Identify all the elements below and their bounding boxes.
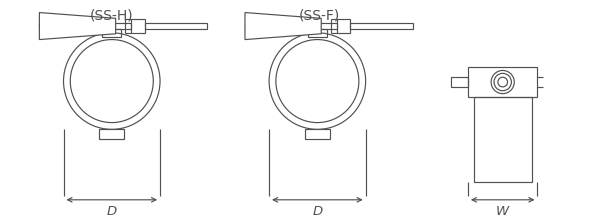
- Polygon shape: [245, 12, 321, 40]
- Bar: [245, 23, 337, 29]
- Bar: [305, 129, 330, 139]
- Bar: [40, 23, 131, 29]
- Bar: [99, 129, 124, 139]
- Text: (SS-H): (SS-H): [90, 9, 134, 23]
- Bar: [474, 97, 532, 182]
- Polygon shape: [40, 12, 116, 40]
- Text: D: D: [312, 205, 322, 218]
- Text: W: W: [496, 205, 509, 218]
- Bar: [350, 23, 413, 29]
- Bar: [131, 19, 145, 33]
- Bar: [102, 29, 121, 37]
- Bar: [337, 19, 350, 33]
- Bar: [451, 77, 468, 87]
- Text: D: D: [107, 205, 117, 218]
- Bar: [308, 29, 327, 37]
- Bar: [145, 23, 208, 29]
- Bar: [468, 67, 538, 97]
- Text: (SS-F): (SS-F): [299, 9, 340, 23]
